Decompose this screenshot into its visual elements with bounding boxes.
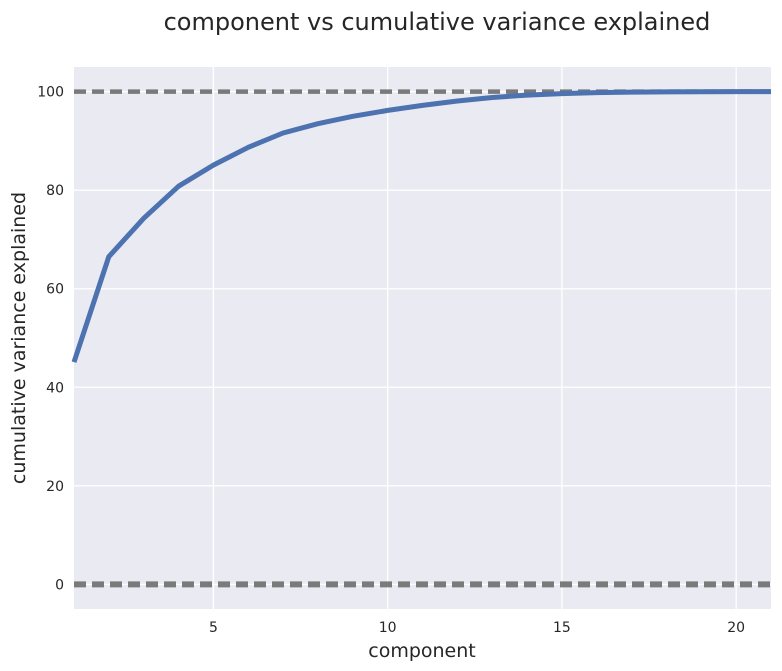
y-tick-label: 40: [46, 380, 64, 396]
plot-area: [74, 67, 771, 609]
x-tick-label: 15: [553, 620, 571, 636]
y-tick-label: 20: [46, 479, 64, 495]
series-lines: [71, 89, 771, 363]
x-tick-label: 20: [727, 620, 745, 636]
y-tick-label: 100: [37, 85, 64, 101]
x-tick-label: 5: [209, 620, 218, 636]
y-tick-labels: 0 20 40 60 80 100: [37, 85, 64, 594]
x-tick-label: 10: [379, 620, 397, 636]
y-tick-label: 0: [55, 577, 64, 593]
x-tick-labels: 5 10 15 20: [209, 620, 745, 636]
chart-title: component vs cumulative variance explain…: [164, 8, 711, 36]
y-tick-label: 60: [46, 282, 64, 298]
y-tick-label: 80: [46, 183, 64, 199]
series-line: [71, 89, 771, 363]
y-axis-label: cumulative variance explained: [8, 192, 30, 484]
x-axis-label: component: [368, 640, 476, 662]
